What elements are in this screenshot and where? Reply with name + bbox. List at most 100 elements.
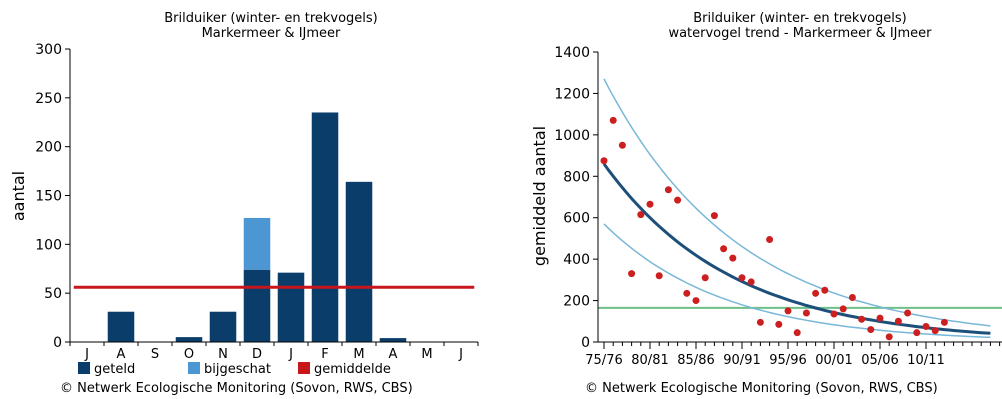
left-x-tick-label: A	[389, 347, 398, 362]
bar-geteld	[175, 337, 203, 342]
right-y-tick-label: 0	[581, 335, 590, 351]
data-point	[710, 212, 718, 220]
data-point	[812, 289, 820, 297]
right-x-tick-label: 95/96	[769, 353, 806, 368]
right-y-tick-label: 800	[563, 169, 590, 185]
left-y-tick-label: 250	[35, 91, 62, 107]
left-y-axis-label: aantal	[9, 171, 28, 221]
left-x-tick-label: N	[218, 347, 228, 362]
left-x-tick-label: O	[184, 347, 194, 362]
data-point	[885, 333, 893, 341]
left-x-tick-label: S	[151, 347, 159, 362]
left-y-tick-label: 100	[35, 237, 62, 253]
lower-confidence-curve	[603, 223, 991, 339]
right-x-tick-label: 80/81	[631, 353, 668, 368]
right-copyright: © Netwerk Ecologische Monitoring (Sovon,…	[585, 381, 938, 396]
left-x-tick-label: F	[321, 347, 328, 362]
right-chart-subtitle: watervogel trend - Markermeer & IJmeer	[668, 26, 932, 41]
left-y-tick-label: 50	[44, 286, 62, 302]
data-point	[784, 307, 792, 315]
data-point	[646, 200, 654, 208]
left-x-tick-label: J	[84, 347, 89, 362]
data-point	[683, 289, 691, 297]
right-y-tick-label: 1200	[554, 86, 590, 102]
left-y-tick-label: 200	[35, 140, 62, 156]
right-x-tick-label: 00/01	[815, 353, 852, 368]
bar-bijgeschat	[243, 217, 271, 270]
right-x-tick-label: 85/86	[677, 353, 714, 368]
bar-geteld	[345, 181, 373, 342]
left-legend: geteld bijgeschat gemiddelde	[78, 362, 391, 377]
data-point	[913, 329, 921, 337]
data-point	[692, 297, 700, 305]
data-point	[655, 272, 663, 280]
right-chart-title: Brilduiker (winter- en trekvogels)	[693, 11, 907, 26]
data-point	[729, 254, 737, 262]
right-x-tick-label: 10/11	[907, 353, 944, 368]
right-y-tick-label: 200	[563, 294, 590, 310]
data-point	[839, 305, 847, 313]
data-point	[738, 274, 746, 282]
right-y-tick-label: 400	[563, 252, 590, 268]
data-point	[876, 314, 884, 322]
monthly-counts-chart: Brilduiker (winter- en trekvogels) Marke…	[9, 11, 479, 396]
left-x-tick-label: M	[421, 347, 432, 362]
left-x-tick-label: D	[252, 347, 262, 362]
data-point	[618, 141, 626, 149]
right-y-tick-label: 600	[563, 211, 590, 227]
data-point	[664, 186, 672, 194]
right-y-axis-label: gemiddeld aantal	[530, 126, 549, 266]
bar-geteld	[379, 338, 407, 342]
right-x-tick-label: 75/76	[585, 353, 622, 368]
data-point	[775, 320, 783, 328]
right-x-tick-label: 05/06	[861, 353, 898, 368]
data-point	[894, 317, 902, 325]
data-point	[609, 116, 617, 124]
bar-geteld	[277, 272, 305, 342]
data-point	[628, 270, 636, 278]
data-point	[637, 211, 645, 219]
bar-geteld	[311, 112, 339, 342]
legend-swatch	[298, 362, 310, 374]
right-y-tick-label: 1400	[554, 45, 590, 61]
data-point	[802, 309, 810, 317]
data-point	[756, 318, 764, 326]
left-y-tick-label: 0	[53, 335, 62, 351]
left-x-tick-label: J	[288, 347, 293, 362]
legend-swatch	[188, 362, 200, 374]
data-point	[848, 293, 856, 301]
data-point	[701, 274, 709, 282]
data-point	[830, 310, 838, 318]
left-y-tick-label: 300	[35, 42, 62, 58]
right-y-tick-label: 1000	[554, 128, 590, 144]
data-point	[922, 322, 930, 330]
data-point	[867, 326, 875, 334]
right-x-tick-label: 90/91	[723, 353, 760, 368]
data-point	[720, 245, 728, 253]
data-point	[904, 309, 912, 317]
left-x-tick-label: M	[353, 347, 364, 362]
left-chart-title: Brilduiker (winter- en trekvogels)	[164, 11, 378, 26]
left-x-tick-label: J	[458, 347, 463, 362]
left-copyright: © Netwerk Ecologische Monitoring (Sovon,…	[60, 381, 413, 396]
data-point	[674, 196, 682, 204]
left-x-tick-label: A	[117, 347, 126, 362]
data-point	[858, 315, 866, 323]
data-point	[940, 318, 948, 326]
trend-chart: Brilduiker (winter- en trekvogels) water…	[530, 11, 1002, 396]
data-point	[931, 327, 939, 335]
data-point	[766, 235, 774, 243]
data-point	[747, 278, 755, 286]
bar-geteld	[107, 311, 135, 342]
legend-swatch	[78, 362, 90, 374]
data-point	[821, 286, 829, 294]
bar-geteld	[243, 269, 271, 342]
legend-label: geteld	[94, 362, 135, 377]
left-y-tick-label: 150	[35, 189, 62, 205]
bar-geteld	[209, 311, 237, 342]
legend-label: bijgeschat	[204, 362, 271, 377]
data-point	[600, 157, 608, 165]
data-point	[793, 329, 801, 337]
upper-confidence-curve	[603, 78, 991, 327]
